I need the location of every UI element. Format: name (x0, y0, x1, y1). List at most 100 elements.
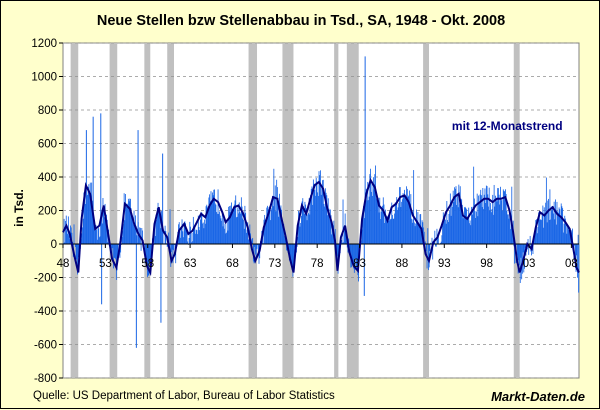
monthly-bar (156, 219, 158, 244)
monthly-bar (505, 194, 507, 244)
monthly-spike-bar (578, 244, 580, 293)
monthly-bar (473, 166, 475, 244)
monthly-bar (291, 244, 292, 267)
source-note: Quelle: US Department of Labor, Bureau o… (33, 390, 335, 402)
monthly-bar (312, 179, 314, 244)
monthly-bar (165, 231, 167, 244)
monthly-bar (478, 195, 480, 244)
monthly-bar (95, 224, 97, 244)
monthly-bar (465, 208, 467, 244)
monthly-bar (441, 235, 443, 244)
monthly-bar (495, 195, 496, 244)
monthly-bar (391, 202, 393, 244)
monthly-bar (466, 218, 468, 244)
monthly-bar (524, 244, 526, 249)
monthly-bar (174, 244, 176, 250)
monthly-bar (437, 233, 439, 244)
monthly-bar (325, 192, 327, 244)
monthly-bar (487, 194, 489, 244)
monthly-bar (555, 199, 556, 244)
monthly-bar (501, 199, 503, 244)
monthly-bar (459, 186, 461, 244)
monthly-bar (376, 199, 378, 244)
monthly-bar (234, 200, 236, 244)
monthly-bar (190, 226, 191, 244)
monthly-bar (392, 218, 394, 244)
monthly-bar (390, 218, 392, 244)
monthly-bar (216, 213, 218, 244)
monthly-bar (199, 219, 201, 244)
monthly-bar (194, 225, 196, 244)
monthly-bar (89, 182, 91, 244)
monthly-bar (149, 244, 151, 263)
monthly-bar (377, 197, 379, 244)
monthly-bar (370, 168, 371, 244)
monthly-bar (252, 237, 254, 244)
monthly-bar (488, 206, 489, 244)
monthly-bar (543, 207, 545, 244)
monthly-bar (107, 242, 109, 244)
monthly-bar (68, 235, 70, 244)
monthly-bar (369, 174, 371, 244)
monthly-bar (283, 223, 285, 244)
monthly-bar (75, 244, 77, 266)
monthly-bar (102, 197, 104, 244)
monthly-bar (317, 192, 319, 244)
monthly-bar (209, 201, 211, 244)
monthly-bar (471, 206, 472, 244)
monthly-bar (461, 204, 463, 244)
monthly-bar (135, 225, 137, 244)
monthly-bar (500, 200, 502, 244)
monthly-bar (71, 232, 73, 244)
monthly-bar (313, 183, 315, 244)
monthly-bar (444, 217, 446, 244)
monthly-bar (233, 209, 235, 244)
monthly-spike-bar (135, 244, 137, 348)
monthly-bar (484, 188, 486, 244)
monthly-bar (341, 240, 343, 244)
monthly-bar (407, 196, 409, 244)
monthly-bar (84, 195, 86, 244)
monthly-bar (504, 191, 506, 244)
monthly-bar (305, 204, 307, 244)
monthly-bar (257, 244, 259, 246)
monthly-bar (392, 215, 393, 244)
monthly-bar (434, 230, 436, 244)
monthly-bar (476, 211, 477, 244)
monthly-bar (567, 225, 569, 244)
recession-band (70, 43, 79, 378)
monthly-bar (394, 202, 396, 244)
monthly-bar (467, 218, 469, 244)
monthly-bar (513, 244, 515, 247)
monthly-bar (329, 219, 331, 244)
monthly-bar (317, 195, 319, 244)
monthly-bar (192, 241, 194, 244)
monthly-bar (480, 189, 482, 244)
monthly-bar (393, 218, 395, 244)
monthly-bar (410, 194, 412, 244)
monthly-bar (445, 223, 447, 244)
monthly-bar (562, 208, 564, 244)
monthly-bar (351, 244, 353, 264)
monthly-bar (446, 201, 448, 244)
recession-band (248, 43, 258, 378)
monthly-bar (197, 215, 199, 244)
trend-line (62, 177, 580, 277)
monthly-bar (319, 175, 321, 244)
monthly-bar (532, 244, 534, 255)
monthly-bar (521, 244, 523, 280)
monthly-bar (244, 205, 246, 244)
monthly-bar (494, 206, 496, 244)
x-tick-label: 68 (226, 258, 239, 270)
monthly-bar (247, 239, 249, 244)
monthly-bar (282, 226, 284, 244)
monthly-bar (197, 234, 199, 244)
monthly-spike-bar (162, 153, 164, 244)
monthly-bar (554, 219, 556, 244)
monthly-bar (346, 244, 348, 248)
monthly-bar (353, 244, 355, 273)
monthly-bar (180, 237, 182, 244)
monthly-bar (425, 241, 427, 244)
monthly-bar (409, 205, 411, 244)
monthly-bar (553, 201, 555, 244)
